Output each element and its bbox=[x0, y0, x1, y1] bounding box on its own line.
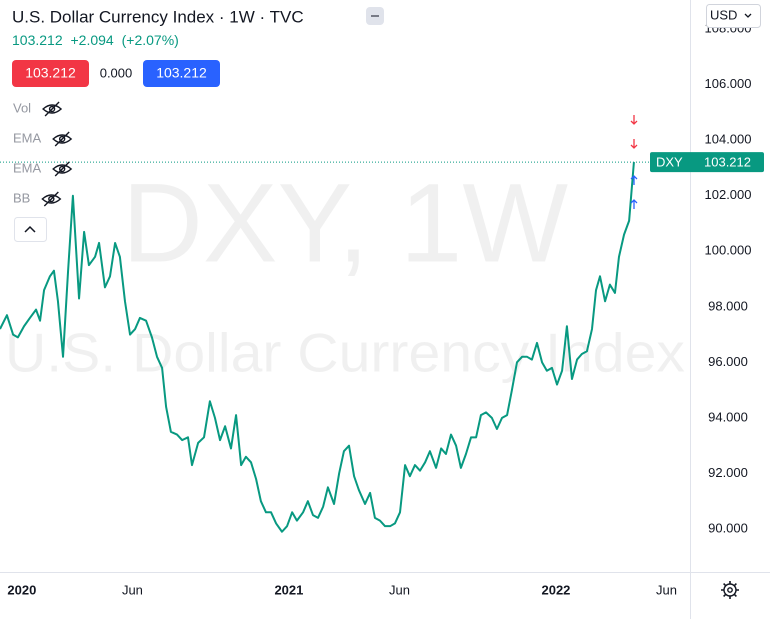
currency-chevron bbox=[744, 13, 752, 18]
change: +2.094 bbox=[71, 32, 114, 48]
hidden-eye-icon bbox=[52, 131, 73, 147]
indicator-name: EMA bbox=[13, 130, 42, 145]
currency: USD bbox=[710, 7, 737, 22]
y-tick-label: 90.000 bbox=[708, 520, 748, 535]
indicator-name: EMA bbox=[13, 160, 42, 175]
y-tick-label: 104.000 bbox=[705, 132, 752, 147]
price-tag bbox=[650, 152, 764, 173]
eye-pupil bbox=[58, 165, 66, 173]
change-pct: (+2.07%) bbox=[122, 32, 179, 48]
price-tag-value: 103.212 bbox=[704, 155, 751, 170]
eye-pupil bbox=[58, 135, 66, 143]
quote: 103.212 +2.094 (+2.07%) bbox=[12, 32, 179, 48]
chart-title: U.S. Dollar Currency Index · 1W · TVC bbox=[12, 7, 304, 26]
x-tick-label: Jun bbox=[122, 582, 143, 597]
y-tick-label: 94.000 bbox=[708, 409, 748, 424]
hidden-eye-icon bbox=[41, 191, 62, 207]
price-line bbox=[0, 162, 635, 533]
y-tick-label: 92.000 bbox=[708, 465, 748, 480]
x-tick-label: 2020 bbox=[7, 582, 36, 597]
buy-signal bbox=[630, 175, 638, 185]
indicator-name: BB bbox=[13, 190, 30, 205]
ask: 103.212 bbox=[156, 65, 207, 81]
watermark-symbol: DXY, 1W bbox=[122, 161, 568, 286]
y-tick-label: 96.000 bbox=[708, 354, 748, 369]
currency-button[interactable] bbox=[706, 4, 761, 28]
eye-pupil bbox=[48, 105, 56, 113]
indicator-name: Vol bbox=[13, 100, 31, 115]
hidden-eye-icon bbox=[52, 161, 73, 177]
plot: DXY, 1W U.S. Dollar Currency Index bbox=[0, 161, 690, 533]
sell-signal bbox=[630, 139, 638, 149]
chevron-up bbox=[24, 225, 36, 233]
indicators: Vol EMA EMA BB bbox=[13, 100, 73, 207]
spread: 0.000 bbox=[100, 65, 133, 80]
collapse-legend[interactable] bbox=[14, 217, 47, 242]
buy-signal bbox=[630, 199, 638, 209]
signals bbox=[630, 115, 638, 209]
y-tick-label: 98.000 bbox=[708, 298, 748, 313]
y-tick-label: 102.000 bbox=[705, 187, 752, 202]
price-tag-name: DXY bbox=[656, 155, 683, 170]
x-tick-label: Jun bbox=[656, 582, 677, 597]
y-tick-label: 106.000 bbox=[705, 76, 752, 91]
settings-button[interactable] bbox=[721, 581, 739, 599]
bid: 103.212 bbox=[25, 65, 76, 81]
x-tick-label: 2021 bbox=[274, 582, 303, 597]
sell-button[interactable] bbox=[12, 60, 89, 87]
last-price: 103.212 bbox=[12, 32, 63, 48]
gear-hub bbox=[727, 587, 733, 593]
y-tick-label: 100.000 bbox=[705, 243, 752, 258]
sell-signal bbox=[630, 115, 638, 125]
x-tick-label: Jun bbox=[389, 582, 410, 597]
eye-pupil bbox=[48, 195, 55, 203]
x-tick-label: 2022 bbox=[541, 582, 570, 597]
gear-teeth bbox=[721, 581, 739, 599]
hidden-eye-icon bbox=[42, 101, 63, 117]
buy-button[interactable] bbox=[143, 60, 220, 87]
